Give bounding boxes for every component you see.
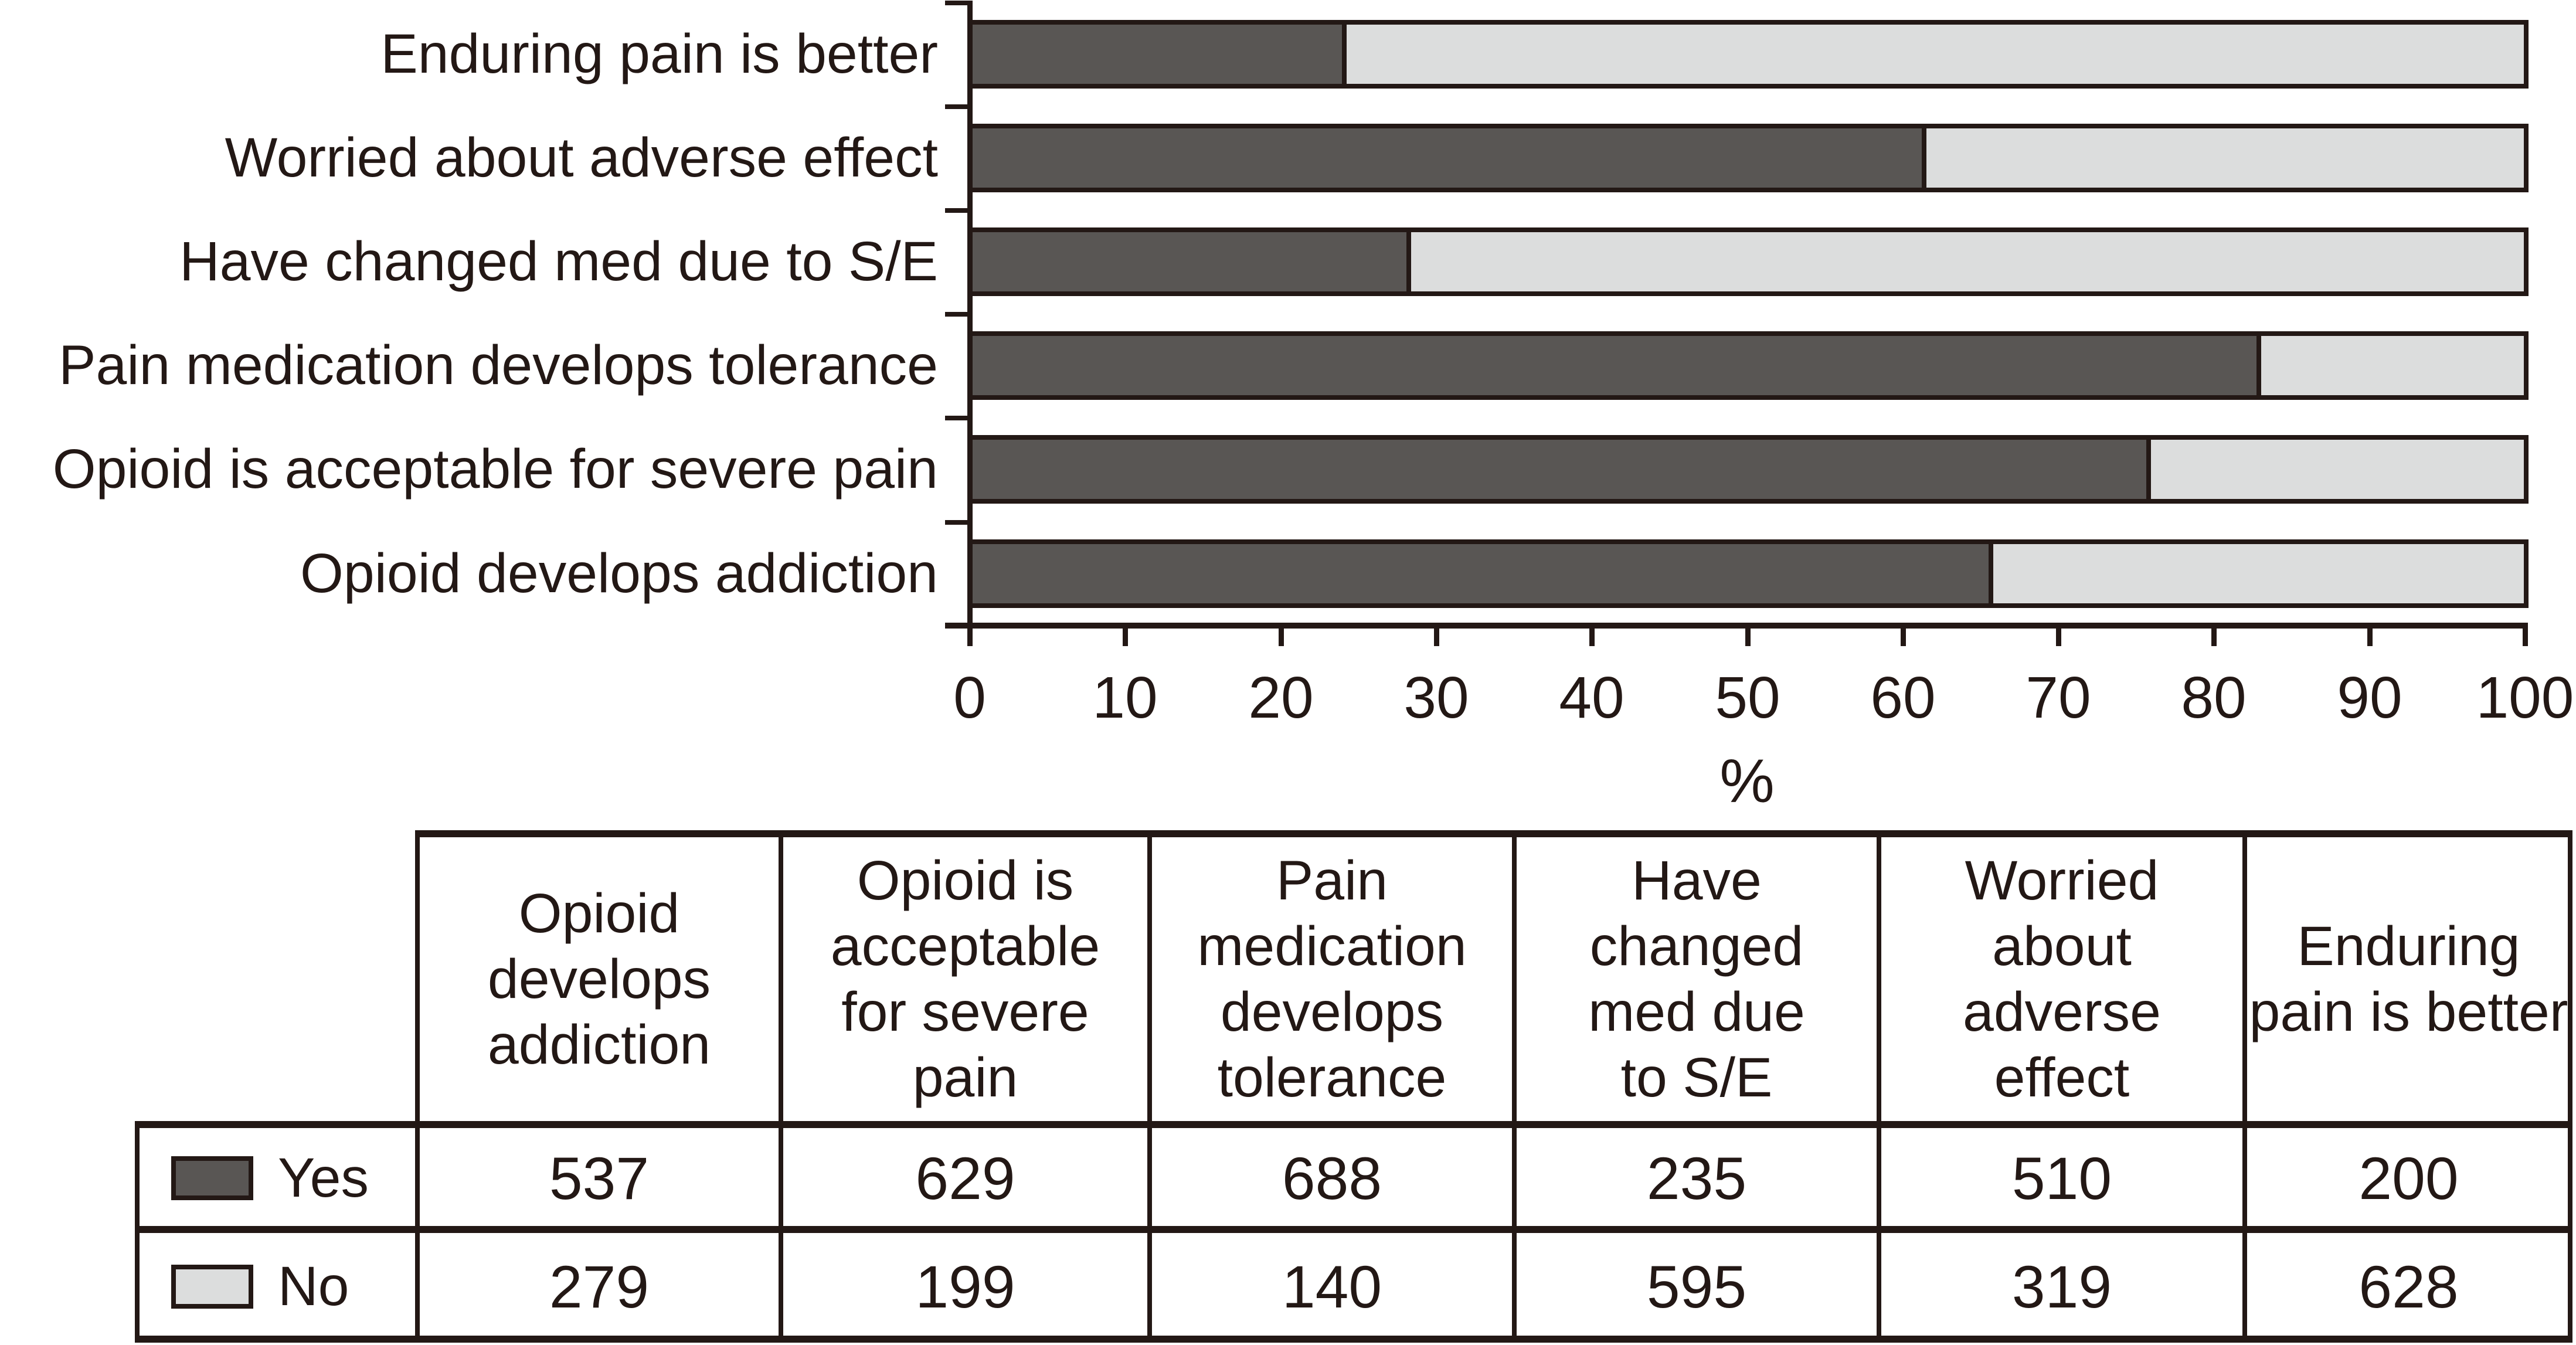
x-tick-label: 70 [2026,665,2091,731]
bar-opioid-is-acceptable-for-severe-pain [967,435,2529,504]
table-border [1147,830,1152,1343]
bar-segment-yes [972,232,1412,291]
x-tick [2523,629,2528,646]
table-cell-yes: 537 [549,1144,650,1212]
table-cell-no: 628 [2358,1253,2459,1320]
table-border [135,1336,2572,1343]
legend-row-no: No [137,1232,417,1341]
category-tick [945,1,967,5]
category-label: Opioid is acceptable for severe pain [52,438,938,500]
x-tick-label: 50 [1715,665,1780,731]
yes-label: Yes [278,1147,369,1209]
category-label: Enduring pain is better [380,23,938,85]
x-tick-label: 10 [1092,665,1158,731]
table-border [1877,830,1881,1343]
no-label: No [278,1255,349,1317]
table-header-worried-adverse-effect: Worried about adverse effect [1963,850,2161,1109]
x-tick [1745,629,1751,646]
bar-segment-yes [972,440,2151,499]
table-cell-yes: 688 [1282,1144,1382,1212]
x-tick [1901,629,1906,646]
table-cell-yes: 629 [915,1144,1015,1212]
x-axis-title: % [1719,747,1775,816]
table-border [135,1226,2572,1233]
x-tick [1589,629,1595,646]
x-tick-label: 80 [2181,665,2247,731]
bar-segment-yes [972,544,1993,603]
table-border [135,1121,2572,1128]
category-label: Have changed med due to S/E [179,230,938,293]
bar-segment-yes [972,25,1347,84]
table-header-opioid-develops-addiction: Opioid develops addiction [487,882,711,1076]
x-tick-label: 90 [2337,665,2402,731]
x-tick-label: 60 [1870,665,1936,731]
bar-pain-medication-develops-tolerance [967,331,2529,400]
x-tick [1434,629,1439,646]
table-header-pain-medication-tolerance: Pain medication develops tolerance [1197,850,1467,1109]
x-tick-label: 0 [953,665,986,731]
table-border [779,830,783,1343]
y-axis-line [967,1,973,646]
no-color-swatch [171,1265,253,1309]
x-tick [2211,629,2217,646]
table-cell-yes: 510 [2011,1144,2112,1212]
x-tick-label: 100 [2476,665,2574,731]
legend-row-yes: Yes [137,1125,417,1232]
table-cell-no: 319 [2011,1253,2112,1320]
category-label: Pain medication develops tolerance [59,334,938,396]
x-tick-label: 20 [1248,665,1314,731]
x-tick-label: 30 [1403,665,1469,731]
category-tick [945,520,967,525]
table-border [2242,830,2247,1343]
bar-segment-yes [972,336,2262,395]
x-tick [2367,629,2373,646]
yes-color-swatch [171,1156,253,1200]
category-tick [945,104,967,109]
table-cell-no: 279 [549,1253,650,1320]
category-label: Worried about adverse effect [225,127,938,189]
x-tick [1123,629,1128,646]
table-border [1512,830,1517,1343]
bar-opioid-develops-addiction [967,539,2529,608]
table-border [135,1121,140,1343]
table-border [415,830,2572,837]
table-border [2568,830,2572,1343]
table-cell-no: 199 [915,1253,1015,1320]
table-cell-no: 140 [1282,1253,1382,1320]
table-cell-yes: 235 [1646,1144,1747,1212]
x-tick [967,629,973,646]
table-border [415,830,420,1343]
table-header-have-changed-med: Have changed med due to S/E [1588,850,1805,1109]
bar-worried-about-adverse-effect [967,124,2529,192]
bar-have-changed-med-due-to-se [967,227,2529,296]
x-axis-line [945,623,2528,629]
table-cell-no: 595 [1646,1253,1747,1320]
category-tick [945,312,967,317]
x-tick-label: 40 [1559,665,1625,731]
table-header-enduring-pain-is-better: Enduring pain is better [2249,915,2568,1043]
table-cell-yes: 200 [2358,1144,2459,1212]
category-tick [945,416,967,420]
category-label: Opioid develops addiction [300,542,938,604]
x-tick [1279,629,1284,646]
bar-enduring-pain-is-better [967,20,2529,89]
bar-segment-yes [972,128,1927,188]
table-header-opioid-is-acceptable: Opioid is acceptable for severe pain [830,850,1100,1109]
x-tick [2056,629,2061,646]
category-tick [945,208,967,213]
